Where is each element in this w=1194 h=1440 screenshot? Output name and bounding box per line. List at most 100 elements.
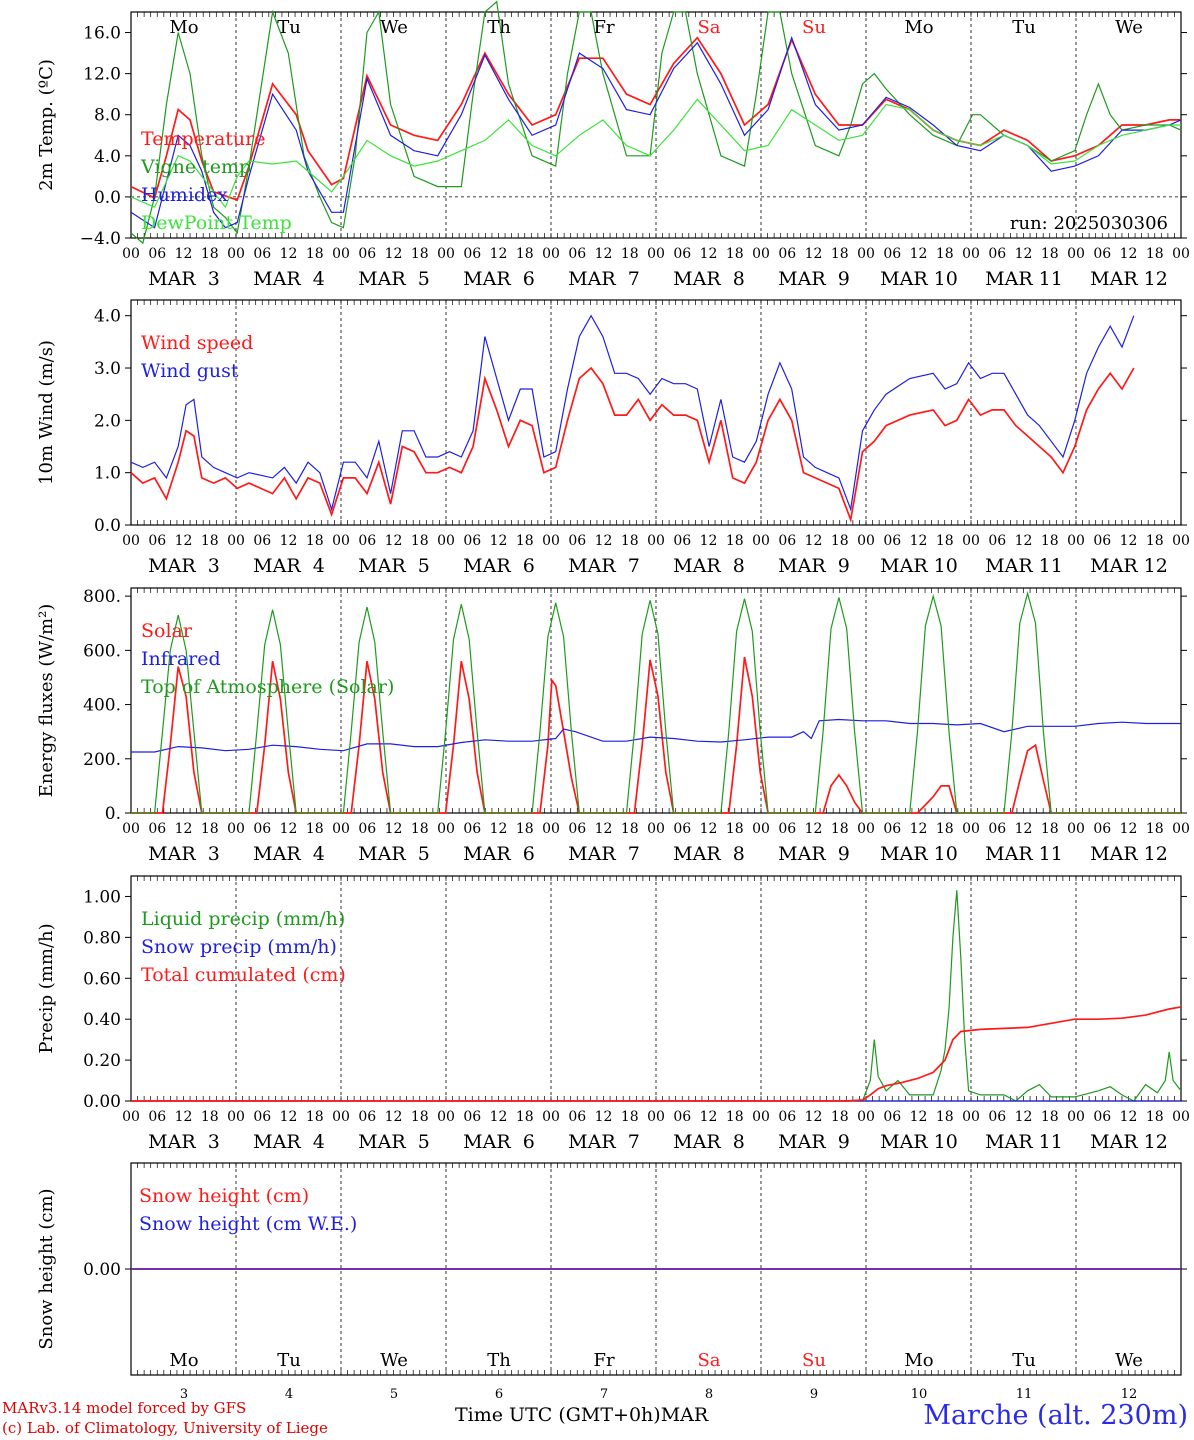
station-label: Marche (alt. 230m) — [923, 1400, 1188, 1431]
hour-tick-label: 18 — [726, 246, 744, 262]
hour-tick-label: 06 — [358, 821, 376, 837]
date-label: MAR 9 — [778, 555, 850, 577]
hour-tick-label: 18 — [411, 533, 429, 549]
legend-entry: DewPoint Temp — [141, 212, 292, 234]
date-label: MAR 4 — [253, 555, 325, 577]
hour-tick-label: 12 — [595, 821, 613, 837]
hour-tick-label: 06 — [1093, 821, 1111, 837]
date-label: MAR 5 — [358, 843, 430, 865]
plot-frame — [130, 587, 1182, 814]
hour-tick-label: 12 — [280, 821, 298, 837]
date-label: MAR 4 — [253, 1131, 325, 1153]
y-tick-label: 2.0 — [94, 411, 121, 431]
day-number-label: 8 — [705, 1387, 713, 1402]
hour-tick-label: 12 — [385, 1109, 403, 1125]
y-tick-label: 0.40 — [83, 1010, 121, 1030]
hour-tick-label: 00 — [647, 821, 665, 837]
y-tick-label: 0.60 — [83, 969, 121, 989]
day-number-label: 10 — [911, 1387, 928, 1402]
hour-tick-label: 06 — [988, 1109, 1006, 1125]
date-label: MAR 7 — [568, 843, 640, 865]
hour-tick-label: 12 — [490, 246, 508, 262]
hour-tick-label: 06 — [778, 246, 796, 262]
y-tick-label: 3.0 — [94, 359, 121, 379]
hour-tick-label: 12 — [1120, 246, 1138, 262]
y-tick-label: 0.00 — [83, 1260, 121, 1280]
date-label: MAR 10 — [880, 268, 958, 290]
lab-credit: (c) Lab. of Climatology, University of L… — [2, 1419, 328, 1437]
hour-tick-label: 12 — [910, 821, 928, 837]
hour-tick-label: 00 — [962, 246, 980, 262]
hour-tick-label: 18 — [831, 533, 849, 549]
y-tick-label: 1.0 — [94, 464, 121, 484]
hour-tick-label: 06 — [1093, 533, 1111, 549]
hour-tick-label: 12 — [490, 821, 508, 837]
day-number-label: 3 — [180, 1387, 188, 1402]
hour-tick-label: 00 — [122, 246, 140, 262]
y-tick-label: 0.00 — [83, 1092, 121, 1112]
hour-tick-label: 06 — [463, 533, 481, 549]
hour-tick-label: 18 — [201, 246, 219, 262]
hour-tick-label: 18 — [831, 1109, 849, 1125]
hour-tick-label: 06 — [148, 533, 166, 549]
legend-entry: Liquid precip (mm/h) — [141, 908, 345, 930]
y-tick-label: 12.0 — [83, 65, 121, 85]
date-label: MAR 3 — [148, 843, 220, 865]
hour-tick-label: 12 — [280, 533, 298, 549]
hour-tick-label: 18 — [726, 821, 744, 837]
hour-tick-label: 12 — [700, 821, 718, 837]
date-label: MAR 9 — [778, 843, 850, 865]
hour-tick-label: 00 — [1172, 246, 1190, 262]
hour-tick-label: 00 — [542, 821, 560, 837]
day-number-label: 11 — [1016, 1387, 1033, 1402]
weekday-label: We — [380, 1350, 408, 1371]
hour-tick-label: 12 — [595, 533, 613, 549]
hour-tick-label: 00 — [332, 821, 350, 837]
day-number-label: 12 — [1121, 1387, 1138, 1402]
hour-tick-label: 18 — [936, 1109, 954, 1125]
hour-tick-label: 12 — [385, 246, 403, 262]
hour-tick-label: 18 — [936, 246, 954, 262]
series-wind-speed — [130, 366, 1135, 524]
hour-tick-label: 12 — [700, 533, 718, 549]
legend-entry: Top of Atmosphere (Solar) — [141, 676, 394, 698]
date-label: MAR 4 — [253, 268, 325, 290]
weekday-label: We — [380, 17, 408, 38]
y-tick-label: 4.0 — [94, 307, 121, 327]
hour-tick-label: 12 — [1120, 1109, 1138, 1125]
weekday-label: Sa — [697, 17, 720, 38]
series-liquid-precip-mm-h- — [131, 890, 1182, 1102]
hour-tick-label: 12 — [595, 1109, 613, 1125]
weekday-label: Mo — [169, 17, 198, 38]
x-axis-title: Time UTC (GMT+0h)MAR — [455, 1404, 709, 1426]
hour-tick-label: 00 — [1067, 533, 1085, 549]
hour-tick-label: 00 — [437, 533, 455, 549]
weekday-label: We — [1115, 17, 1143, 38]
hour-tick-label: 06 — [568, 1109, 586, 1125]
hour-tick-label: 00 — [122, 1109, 140, 1125]
hour-tick-label: 18 — [1041, 246, 1059, 262]
hour-tick-label: 18 — [621, 821, 639, 837]
y-axis-label: 2m Temp. (ºC) — [36, 59, 57, 191]
weekday-label: Mo — [904, 1350, 933, 1371]
weekday-label: Sa — [697, 1350, 720, 1371]
day-number-label: 4 — [285, 1387, 293, 1402]
panel-precip — [125, 875, 1187, 1102]
hour-tick-label: 06 — [988, 246, 1006, 262]
hour-tick-label: 12 — [805, 246, 823, 262]
hour-tick-label: 12 — [910, 1109, 928, 1125]
date-label: MAR 12 — [1090, 555, 1168, 577]
date-label: MAR 3 — [148, 555, 220, 577]
hour-tick-label: 00 — [227, 246, 245, 262]
date-label: MAR 7 — [568, 555, 640, 577]
date-label: MAR 5 — [358, 555, 430, 577]
day-number-label: 7 — [600, 1387, 608, 1402]
hour-tick-label: 06 — [358, 533, 376, 549]
date-label: MAR 12 — [1090, 843, 1168, 865]
y-tick-label: 4.0 — [94, 147, 121, 167]
y-tick-label: 16.0 — [83, 24, 121, 44]
legend-entry: Infrared — [141, 648, 221, 670]
y-tick-label: 200. — [83, 750, 121, 770]
hour-tick-label: 18 — [1041, 1109, 1059, 1125]
hour-tick-label: 00 — [437, 246, 455, 262]
